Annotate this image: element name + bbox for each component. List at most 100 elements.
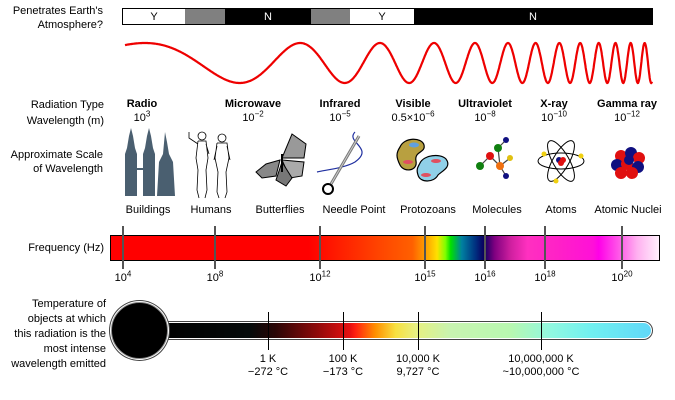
radiation-type-visible: Visible xyxy=(395,98,431,110)
buildings-icon xyxy=(125,128,175,196)
atmosphere-segment-yes: Y xyxy=(123,9,185,24)
power-base: 10 xyxy=(474,272,487,284)
frequency-tick-label: 1018 xyxy=(534,269,556,284)
atmosphere-segment-yes: Y xyxy=(350,9,414,24)
humans-icon xyxy=(188,131,231,199)
frequency-tick-label: 108 xyxy=(206,269,224,284)
power-exponent: −8 xyxy=(486,109,496,119)
molecule-icon xyxy=(476,137,513,179)
frequency-tick-label: 104 xyxy=(114,269,132,284)
wavelength-value: 103 xyxy=(133,110,151,124)
temperature-label: Temperature of objects at which this rad… xyxy=(0,297,106,372)
atmosphere-segment-partial xyxy=(185,9,225,24)
temperature-tick-line xyxy=(541,312,542,350)
power-base: 10 xyxy=(474,112,487,124)
power-exponent: −2 xyxy=(254,109,264,119)
atmosphere-label-line1: Penetrates Earth's xyxy=(12,5,103,17)
scale-label-atomic-nuclei: Atomic Nuclei xyxy=(594,204,662,216)
atmosphere-label: Penetrates Earth's Atmosphere? xyxy=(0,4,103,32)
thermometer-bulb-icon xyxy=(111,302,168,359)
needle-icon xyxy=(316,131,363,195)
thermometer-tube xyxy=(148,321,653,340)
temperature-tick-line xyxy=(418,312,419,350)
frequency-tick-label: 1012 xyxy=(309,269,331,284)
power-exponent: 16 xyxy=(486,269,496,279)
power-exponent: 8 xyxy=(218,269,224,279)
frequency-tick-line xyxy=(214,226,216,269)
atmosphere-segment-no: N xyxy=(414,9,652,24)
scale-label-atoms: Atoms xyxy=(545,204,577,216)
wavelength-value: 10−2 xyxy=(242,109,264,124)
nucleus-icon xyxy=(611,147,645,179)
power-base: 10 xyxy=(541,112,554,124)
scale-label-molecules: Molecules xyxy=(472,204,522,216)
radiation-type-ultraviolet: Ultraviolet xyxy=(458,98,512,110)
power-exponent: 20 xyxy=(623,269,633,279)
power-base: 10 xyxy=(414,272,427,284)
wavelength-value: 10−12 xyxy=(614,109,640,124)
scale-label-protozoans: Protozoans xyxy=(400,204,456,216)
butterfly-icon xyxy=(255,133,307,187)
frequency-tick-line xyxy=(319,226,321,269)
temperature-label-line2: objects at which xyxy=(27,313,106,325)
power-exponent: 18 xyxy=(546,269,556,279)
temperature-kelvin: 1 K xyxy=(259,353,277,365)
radiation-type-radio: Radio xyxy=(126,98,158,110)
scale-label-butterflies: Butterflies xyxy=(255,204,305,216)
scale-label-buildings: Buildings xyxy=(125,204,171,216)
frequency-tick-line xyxy=(621,226,623,269)
frequency-tick-line xyxy=(122,226,124,269)
power-base: 10 xyxy=(309,272,322,284)
power-base: 10 xyxy=(413,112,426,124)
power-exponent: 12 xyxy=(321,269,331,279)
power-base: 10 xyxy=(614,112,627,124)
wavelength-value: 10−8 xyxy=(474,109,496,124)
wave-icon xyxy=(124,41,654,85)
temperature-label-line3: this radiation is the xyxy=(14,328,106,340)
radiation-type-x-ray: X-ray xyxy=(540,98,568,110)
frequency-tick-line xyxy=(424,226,426,269)
radiation-type-gamma-ray: Gamma ray xyxy=(597,98,657,110)
scale-label: Approximate Scale of Wavelength xyxy=(0,148,103,176)
power-exponent: −6 xyxy=(425,109,435,119)
power-base: 10 xyxy=(242,112,255,124)
temperature-celsius: ~10,000,000 °C xyxy=(502,366,580,378)
temperature-tick-line xyxy=(268,312,269,350)
power-base: 10 xyxy=(114,272,127,284)
wavelength-value: 10−10 xyxy=(541,109,567,124)
power-base: 10 xyxy=(611,272,624,284)
scale-label-humans: Humans xyxy=(190,204,232,216)
atmosphere-segment-partial xyxy=(311,9,350,24)
frequency-tick-line xyxy=(544,226,546,269)
power-exponent: 4 xyxy=(126,269,132,279)
radiation-type-infrared: Infrared xyxy=(319,98,361,110)
temperature-celsius: 9,727 °C xyxy=(396,366,440,378)
radiation-type-label: Radiation Type xyxy=(30,99,104,111)
power-exponent: −12 xyxy=(626,109,640,119)
atom-icon xyxy=(537,140,585,184)
temperature-tick-line xyxy=(343,312,344,350)
power-base: 10 xyxy=(133,112,146,124)
temperature-kelvin: 100 K xyxy=(328,353,358,365)
power-base: 10 xyxy=(206,272,219,284)
radiation-type-microwave: Microwave xyxy=(224,98,282,110)
power-exponent: −10 xyxy=(553,109,567,119)
wavelength-value: 10−5 xyxy=(329,110,350,124)
temperature-kelvin: 10,000,000 K xyxy=(508,353,574,365)
atmosphere-label-line2: Atmosphere? xyxy=(37,19,103,31)
temperature-label-line1: Temperature of xyxy=(32,298,106,310)
power-exponent: 15 xyxy=(426,269,436,279)
frequency-tick-line xyxy=(484,226,486,269)
scale-label-needle-point: Needle Point xyxy=(322,204,386,216)
temperature-tick-label: 100 K −173 °C xyxy=(323,353,363,379)
protozoa-icon xyxy=(396,138,449,182)
temperature-tick-label: 1 K −272 °C xyxy=(248,353,288,379)
wavelength-label: Wavelength (m) xyxy=(26,115,104,127)
temperature-celsius: −272 °C xyxy=(247,366,289,378)
temperature-tick-label: 10,000,000 K ~10,000,000 °C xyxy=(503,353,580,379)
atmosphere-segment-no: N xyxy=(225,9,311,24)
wavelength-prefix: 0.5× xyxy=(391,112,414,124)
temperature-kelvin: 10,000 K xyxy=(395,353,441,365)
frequency-tick-label: 1015 xyxy=(414,269,436,284)
